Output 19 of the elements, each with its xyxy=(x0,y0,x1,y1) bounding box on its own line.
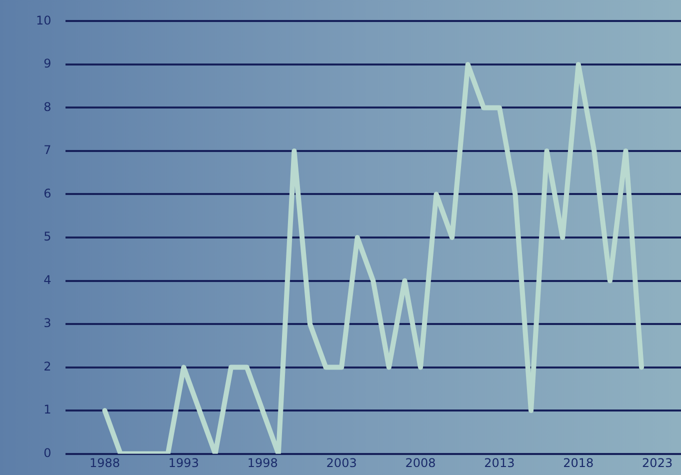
x-tick-label: 1988 xyxy=(89,456,120,470)
x-tick-label: 2013 xyxy=(484,456,515,470)
y-tick-label: 3 xyxy=(44,316,52,330)
x-tick-label: 2008 xyxy=(405,456,436,470)
y-tick-label: 4 xyxy=(44,272,52,287)
x-tick-label: 2018 xyxy=(563,456,594,470)
x-tick-label: 2003 xyxy=(326,456,357,470)
y-tick-label: 8 xyxy=(44,100,52,114)
y-tick-label: 7 xyxy=(44,143,52,158)
y-tick-label: 0 xyxy=(44,446,52,460)
x-tick-label: 1993 xyxy=(168,456,199,470)
y-tick-label: 5 xyxy=(44,230,52,244)
y-tick-label: 1 xyxy=(44,402,52,417)
y-tick-label: 9 xyxy=(44,56,52,71)
x-tick-label: 1998 xyxy=(247,456,278,470)
x-tick-label: 2023 xyxy=(642,456,673,470)
y-tick-label: 2 xyxy=(44,359,52,374)
y-tick-label: 10 xyxy=(36,13,52,28)
y-tick-label: 6 xyxy=(44,186,52,200)
